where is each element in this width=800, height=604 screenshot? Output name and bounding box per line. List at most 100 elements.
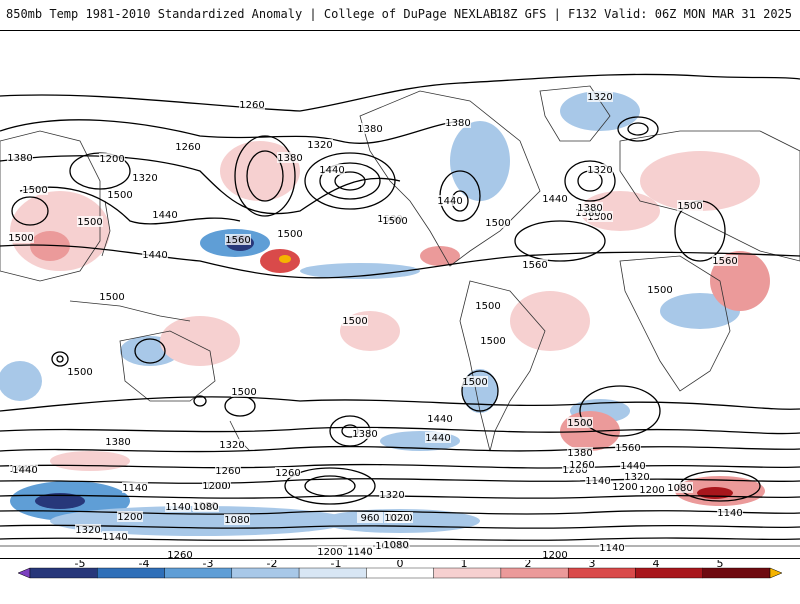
contour-label: 1320 [587,165,612,176]
contour-label: 1380 [445,118,470,129]
contour-label: 1500 [382,216,407,227]
contour-label-bg [107,189,133,200]
header-bar: 850mb Temp 1981-2010 Standardized Anomal… [0,0,800,28]
contour-label-bg [569,459,595,470]
colorbar-legend: -5 -4 -3 -2 -1 0 1 2 3 4 5 [0,557,800,600]
contour-label: 1560 [522,260,547,271]
contour-label: 1080 [193,502,218,513]
contour-label-bg [677,200,703,211]
contour-label: 1140 [599,543,624,554]
contour-label-bg [75,524,101,535]
contour-label: 1440 [620,461,645,472]
contour-label: 1500 [277,229,302,240]
contour-label-bg [102,531,128,542]
contour-label: 1080 [383,540,408,551]
contour-label-bg [202,480,228,491]
contour-label: 1560 [712,256,737,267]
contour-label-bg [647,284,673,295]
contour-label-bg [717,507,743,518]
contour-label: 1380 [567,448,592,459]
contour-label: 1320 [587,92,612,103]
contour-label-bg [231,386,257,397]
contour-label: 1200 [317,547,342,558]
cold-anomaly-blob [450,121,510,201]
contour-label: 1080 [224,515,249,526]
contour-label: 1560 [615,443,640,454]
contour-label-bg [567,447,593,458]
contour-label: 1140 [347,547,372,558]
contour-label-bg [319,164,345,175]
contour-label-bg [462,376,488,387]
contour-label: 1440 [12,465,37,476]
colorbar-tick-label: 2 [525,560,532,570]
colorbar-segment [164,567,233,579]
contour-label: 1500 [8,233,33,244]
contour-label-bg [219,439,245,450]
colorbar-segment [97,567,165,579]
contour-label-bg [567,417,593,428]
contour-label-bg [577,202,603,213]
contour-label-bg [485,217,511,228]
contour-label: 1500 [480,336,505,347]
contour-label-bg [712,255,738,266]
contour-label-bg [357,512,383,523]
contour-label-bg [437,195,463,206]
colorbar-tick-label: -2 [267,560,278,570]
contour-label: 1380 [357,124,382,135]
colorbar-segment [567,567,636,579]
colorbar-tick-label: -5 [75,560,86,570]
contour-label: 1020 [384,513,409,524]
contour-label: 1500 [485,218,510,229]
contour-label: 1260 [562,465,587,476]
contour-label: 1440 [437,196,462,207]
contour-label: 1200 [612,482,637,493]
contour-label-bg [152,209,178,220]
contour-label-bg [7,152,33,163]
contour-label: 1260 [167,550,192,558]
contour-label: 1500 [22,185,47,196]
contour-label: 1500 [99,292,124,303]
cold-anomaly-core [35,493,85,509]
warm-anomaly-blob [160,316,240,366]
contour-label-bg [475,300,501,311]
contour-label: 1380 [7,153,32,164]
contour-label: 1200 [202,481,227,492]
contour-label-bg [275,467,301,478]
contour-label: 1140 [122,483,147,494]
contour-label: 1200 [117,512,142,523]
colorbar-segment [29,567,98,579]
contour-label-bg [132,172,158,183]
contour-label-bg [384,512,410,523]
warm-anomaly-blob [640,151,760,211]
contour-label-bg [542,193,568,204]
contour-label-bg [425,432,451,443]
contour-label-bg [585,475,611,486]
contour-label-bg [224,514,250,525]
contour-label-bg [599,542,625,553]
contour-label-bg [382,215,408,226]
contour-label: 1500 [567,418,592,429]
contour-label: 1500 [77,217,102,228]
contour-label: 1380 [577,203,602,214]
contour-label-bg [615,442,641,453]
contour-label: 1500 [342,316,367,327]
contour-label-bg [142,249,168,260]
contour-label-bg [445,117,471,128]
contour-label-bg [165,501,191,512]
contour-label-bg [225,234,251,245]
contour-label-bg [122,482,148,493]
contour-label: 1500 [107,190,132,201]
contour-label-bg [612,481,638,492]
colorbar-min-arrow [17,567,31,579]
contour-label: 1500 [475,301,500,312]
contour-label: 1140 [165,502,190,513]
contour-label: 1080 [667,483,692,494]
contour-label: 1260 [569,460,594,471]
contour-label-bg [639,484,665,495]
contour-label-bg [357,123,383,134]
contour-label: 1320 [132,173,157,184]
contour-label-bg [542,549,568,558]
colorbar-tick-label: 3 [589,560,596,570]
contour-label-bg [480,335,506,346]
contour-label: 1440 [542,194,567,205]
